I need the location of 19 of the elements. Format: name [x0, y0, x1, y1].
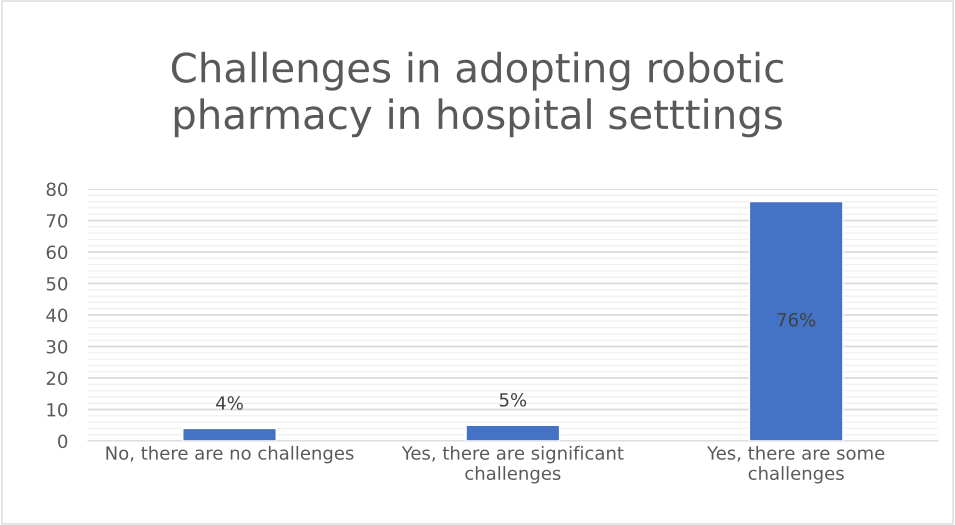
y-tick-label: 80 [46, 182, 68, 196]
data-label: 76% [778, 312, 816, 327]
bar [748, 200, 844, 441]
data-label: 5% [500, 392, 526, 407]
x-tick-label: Yes, there are some challenges [707, 446, 884, 484]
y-tick-label: 0 [58, 434, 68, 448]
y-tick-label: 30 [46, 340, 68, 354]
y-tick-label: 50 [46, 276, 68, 291]
x-tick-label: No, there are no challenges [106, 446, 354, 464]
y-tick-label: 10 [47, 402, 68, 417]
data-label: 4% [216, 396, 243, 410]
y-tick-label: 20 [46, 371, 68, 386]
bar [465, 424, 560, 441]
chart-title: Challenges in adopting robotic pharmacy in hospital setttings [172, 52, 783, 138]
y-tick-label: 40 [46, 308, 68, 322]
y-tick-label: 60 [46, 245, 68, 260]
y-tick-label: 70 [46, 214, 68, 228]
bar [182, 428, 277, 441]
x-tick-label: Yes, there are significant challenges [402, 446, 624, 484]
